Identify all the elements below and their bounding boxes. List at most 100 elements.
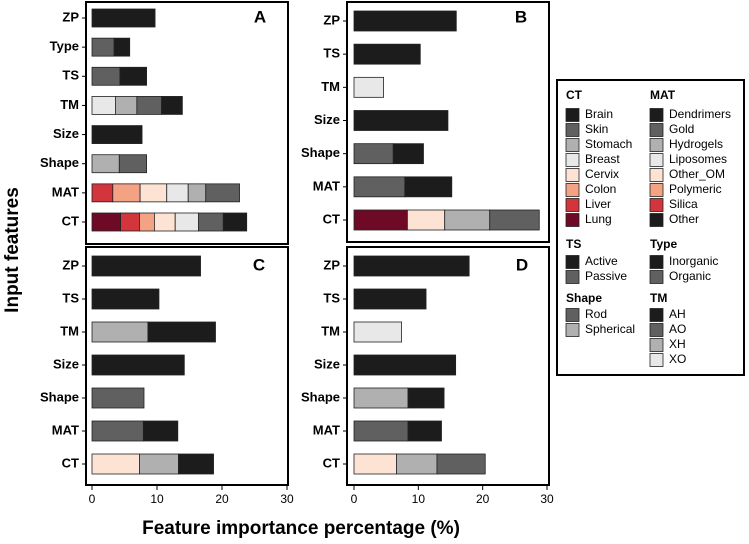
y-axis-title: Input features — [2, 187, 23, 313]
y-tick-label: Size — [314, 112, 340, 127]
x-tick-label: 0 — [89, 492, 96, 506]
panels-group: A ZP Type TS TM Size Shape MAT CT B ZP TS TM Size Shap… — [40, 1, 554, 506]
panel-a: A ZP Type TS TM Size Shape MAT CT — [40, 1, 289, 245]
legend-label-ao: AO — [669, 322, 686, 336]
bar-shape-rod — [118, 154, 148, 174]
legend-swatch-organic — [649, 270, 664, 284]
legend-swatch-polymeric — [649, 183, 664, 197]
y-tick-label: CT — [323, 455, 340, 470]
legend-label-organic: Organic — [669, 269, 711, 283]
legend-label-active: Active — [585, 254, 618, 268]
y-tick-label: ZP — [62, 257, 79, 272]
bar-ct-cervix — [353, 453, 397, 475]
bar-ct-brain — [222, 212, 248, 232]
legend-label-passive: Passive — [585, 269, 627, 283]
y-tick-label: Type — [50, 39, 79, 54]
bar-ct-breast — [174, 212, 199, 232]
panel-frame — [85, 246, 289, 486]
legend-label-hydrogels: Hydrogels — [669, 137, 723, 151]
panel-c: C ZP TS TM Size Shape MAT CT 0 10 20 30 — [40, 246, 294, 506]
bar-ct-brain — [178, 453, 214, 475]
bar-size-size — [353, 354, 457, 376]
legend-label-colon: Colon — [585, 182, 616, 196]
bar-mat-silica — [91, 183, 114, 203]
bar-ct-skin — [489, 209, 540, 231]
bar-tm-xh — [91, 321, 149, 343]
bar-type-inorganic — [113, 37, 131, 57]
y-tick-label: ZP — [62, 9, 79, 24]
legend-swatch-ah — [649, 308, 664, 322]
y-tick-label: MAT — [52, 184, 79, 199]
bar-mat-hydrogels — [187, 183, 207, 203]
legend-swatch-breast — [565, 153, 580, 167]
bar-type-organic — [91, 37, 115, 57]
bar-ts-active — [119, 66, 147, 86]
x-tick-label: 20 — [215, 492, 229, 506]
y-tick-label: MAT — [52, 422, 79, 437]
legend-swatch-xh — [649, 338, 664, 352]
legend-label-inorganic: Inorganic — [669, 254, 718, 268]
legend-label-dendrimers: Dendrimers — [669, 107, 731, 121]
bar-mat-liposomes — [166, 183, 189, 203]
legend-swatch-inorganic — [649, 255, 664, 269]
legend-swatch-other — [649, 213, 664, 227]
bar-zp-zp — [353, 255, 470, 277]
bar-size-size — [91, 354, 185, 376]
legend-label-stomach: Stomach — [585, 137, 632, 151]
y-tick-label: Size — [53, 126, 79, 141]
bar-mat-gold — [353, 176, 406, 198]
y-tick-label: TS — [323, 290, 340, 305]
bar-tm-xo — [91, 96, 116, 115]
x-tick-label: 30 — [280, 492, 294, 506]
bar-zp-zp — [91, 255, 201, 277]
y-tick-label: TS — [62, 290, 79, 305]
legend-swatch-rod — [565, 308, 580, 322]
bar-size-size — [353, 110, 449, 131]
bar-tm-ah — [147, 321, 216, 343]
panel-label: C — [253, 255, 265, 274]
y-tick-label: Shape — [301, 389, 340, 404]
y-tick-label: TM — [321, 323, 340, 338]
legend-label-gold: Gold — [669, 122, 694, 136]
legend-swatch-dendrimers — [649, 108, 664, 122]
legend-swatch-lung — [565, 213, 580, 227]
bar-tm-ah — [161, 96, 183, 115]
x-tick-label: 10 — [412, 492, 426, 506]
panel-frame — [85, 1, 289, 245]
legend-label-liver: Liver — [585, 197, 611, 211]
bar-zp-zp — [91, 8, 156, 28]
legend-label-polymeric: Polymeric — [669, 182, 722, 196]
y-tick-label: CT — [62, 213, 79, 228]
y-tick-label: TM — [321, 79, 340, 94]
bar-shape-rod — [91, 387, 145, 409]
legend-swatch-liver — [565, 198, 580, 212]
legend-label-brain: Brain — [585, 107, 613, 121]
legend-swatch-ao — [649, 323, 664, 337]
bar-mat-other — [142, 420, 179, 442]
legend-title: TM — [650, 291, 667, 305]
bar-shape-rod — [353, 143, 394, 165]
y-tick-label: ZP — [323, 257, 340, 272]
y-tick-label: Shape — [301, 145, 340, 160]
legend-label-spherical: Spherical — [585, 322, 635, 336]
legend-swatch-liposomes — [649, 153, 664, 167]
x-tick-label: 30 — [540, 492, 554, 506]
legend-swatch-brain — [565, 108, 580, 122]
bar-size-size — [91, 125, 143, 144]
legend-label-rod: Rod — [585, 307, 607, 321]
y-tick-label: TS — [62, 68, 79, 83]
legend-swatch-active — [565, 255, 580, 269]
bar-ct-lung — [353, 209, 408, 231]
legend-title: CT — [566, 88, 583, 102]
y-tick-label: CT — [323, 211, 340, 226]
bar-ct-stomach — [396, 453, 438, 475]
y-tick-label: Size — [314, 356, 340, 371]
y-tick-label: Shape — [40, 389, 79, 404]
legend-swatch-cervix — [565, 168, 580, 182]
bar-shape-spherical — [91, 154, 120, 174]
legend-swatch-hydrogels — [649, 138, 664, 152]
